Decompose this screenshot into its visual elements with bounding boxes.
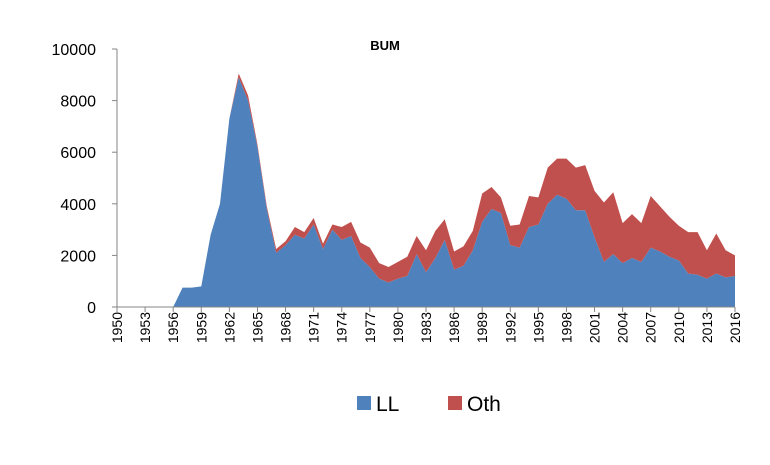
x-tick-label: 2010 — [671, 312, 687, 343]
x-tick-label: 1974 — [334, 312, 350, 343]
legend: LL Oth — [357, 393, 501, 416]
x-tick-label: 1992 — [502, 312, 518, 343]
y-tick-label: 2000 — [60, 248, 96, 265]
x-tick-labels: 1950 1953 1956 1959 1962 1965 1968 1971 1974 1977… — [109, 307, 743, 343]
x-tick-label: 1998 — [558, 312, 574, 343]
area-series-ll — [117, 77, 735, 307]
legend-swatch-oth — [448, 396, 462, 410]
y-tick-label: 0 — [87, 300, 96, 317]
x-tick-label: 2004 — [615, 312, 631, 343]
legend-label-oth: Oth — [467, 393, 501, 416]
area-series-group — [117, 73, 735, 307]
y-tick-label: 4000 — [60, 197, 96, 214]
y-tick-label: 10000 — [52, 42, 97, 59]
x-tick-label: 1965 — [249, 312, 265, 343]
x-tick-label: 1953 — [137, 312, 153, 343]
y-tick-label: 8000 — [60, 94, 96, 111]
x-tick-label: 1989 — [474, 312, 490, 343]
chart-title: BUM — [370, 38, 400, 53]
x-tick-label: 1956 — [165, 312, 181, 343]
x-tick-label: 2001 — [587, 312, 603, 343]
y-tick-labels: 0 2000 4000 6000 8000 10000 — [52, 42, 117, 317]
x-tick-label: 1959 — [193, 312, 209, 343]
legend-label-ll: LL — [376, 393, 399, 416]
x-tick-label: 1968 — [278, 312, 294, 343]
x-tick-label: 2007 — [643, 312, 659, 343]
x-tick-label: 1971 — [306, 312, 322, 343]
area-series-oth — [117, 73, 735, 307]
x-tick-label: 1983 — [418, 312, 434, 343]
x-tick-label: 1995 — [530, 312, 546, 343]
legend-swatch-ll — [357, 396, 371, 410]
y-tick-label: 6000 — [60, 145, 96, 162]
x-tick-label: 2013 — [699, 312, 715, 343]
x-tick-label: 1950 — [109, 312, 125, 343]
x-tick-label: 1980 — [390, 312, 406, 343]
x-tick-label: 2016 — [727, 312, 743, 343]
x-tick-label: 1986 — [446, 312, 462, 343]
x-tick-label: 1962 — [221, 312, 237, 343]
x-tick-label: 1977 — [362, 312, 378, 343]
